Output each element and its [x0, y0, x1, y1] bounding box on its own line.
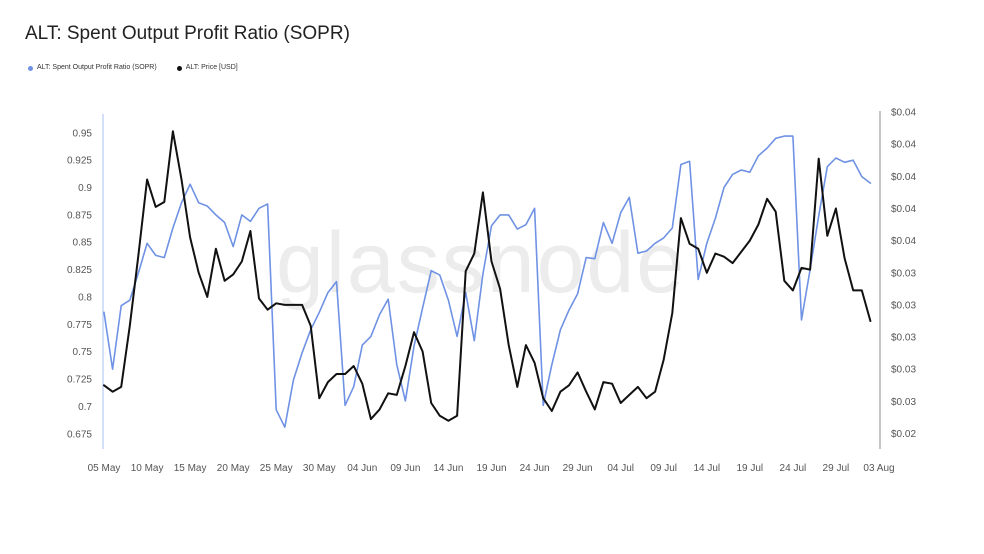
x-tick-label: 24 Jun	[520, 463, 550, 474]
x-tick-label: 04 Jun	[347, 463, 377, 474]
legend-label-price: ALT: Price [USD]	[185, 64, 238, 71]
x-tick-label: 03 Aug	[863, 463, 894, 474]
y2-tick-label: $0.04	[891, 108, 916, 119]
x-tick-label: 05 May	[88, 463, 121, 474]
y2-tick-label: $0.03	[891, 397, 916, 408]
y-tick-label: 0.8	[78, 293, 92, 304]
x-tick-label: 19 Jun	[476, 463, 506, 474]
x-tick-label: 09 Jun	[390, 463, 420, 474]
legend-dot-price-icon	[176, 65, 182, 71]
x-tick-label: 20 May	[217, 463, 250, 474]
x-tick-label: 09 Jul	[650, 463, 677, 474]
y2-tick-label: $0.04	[891, 172, 916, 183]
y2-tick-label: $0.04	[891, 204, 916, 215]
y2-tick-label: $0.03	[891, 333, 916, 344]
y-tick-label: 0.95	[73, 128, 93, 139]
x-tick-labels: 05 May 10 May 15 May 20 May 25 May 30 May 04 J…	[88, 463, 895, 474]
legend: ALT: Spent Output Profit Ratio (SOPR) AL…	[28, 63, 258, 73]
left-y-tick-labels: 0.675 0.7 0.725 0.75 0.775 0.8 0.825 0.85 0.875 0…	[67, 128, 92, 440]
legend-item-price[interactable]: ALT: Price [USD]	[176, 63, 238, 73]
x-tick-label: 29 Jun	[563, 463, 593, 474]
x-tick-label: 25 May	[260, 463, 293, 474]
plot-series	[103, 130, 872, 428]
x-tick-label: 10 May	[131, 463, 164, 474]
y2-tick-label: $0.03	[891, 300, 916, 311]
y2-tick-label: $0.02	[891, 429, 916, 440]
x-tick-label: 14 Jul	[693, 463, 720, 474]
y-tick-label: 0.825	[67, 265, 92, 276]
y-tick-label: 0.875	[67, 210, 92, 221]
y2-tick-label: $0.03	[891, 268, 916, 279]
x-tick-label: 19 Jul	[736, 463, 763, 474]
x-tick-label: 04 Jul	[607, 463, 634, 474]
series-line-sopr	[103, 135, 872, 428]
x-tick-label: 29 Jul	[823, 463, 850, 474]
legend-dot-sopr-icon	[28, 65, 33, 71]
y-tick-label: 0.675	[67, 429, 92, 440]
x-tick-label: 30 May	[303, 463, 336, 474]
x-tick-label: 14 Jun	[433, 463, 463, 474]
y-tick-label: 0.725	[67, 375, 92, 386]
y-tick-label: 0.75	[73, 347, 93, 358]
x-tick-label: 15 May	[174, 463, 207, 474]
x-tick-label: 24 Jul	[780, 463, 807, 474]
chart-title: ALT: Spent Output Profit Ratio (SOPR)	[25, 23, 350, 44]
y-tick-label: 0.7	[78, 402, 92, 413]
y2-tick-label: $0.04	[891, 140, 916, 151]
y2-tick-label: $0.03	[891, 365, 916, 376]
y-tick-label: 0.925	[67, 156, 92, 167]
legend-label-sopr: ALT: Spent Output Profit Ratio (SOPR)	[37, 64, 157, 71]
y2-tick-label: $0.04	[891, 236, 916, 247]
series-line-price	[103, 130, 872, 422]
y-tick-label: 0.775	[67, 320, 92, 331]
y-tick-label: 0.85	[73, 238, 93, 249]
legend-item-sopr[interactable]: ALT: Spent Output Profit Ratio (SOPR)	[28, 63, 157, 73]
y-tick-label: 0.9	[78, 183, 92, 194]
right-y-tick-labels: $0.02 $0.03 $0.03 $0.03 $0.03 $0.03 $0.04 $0.04…	[891, 108, 916, 441]
